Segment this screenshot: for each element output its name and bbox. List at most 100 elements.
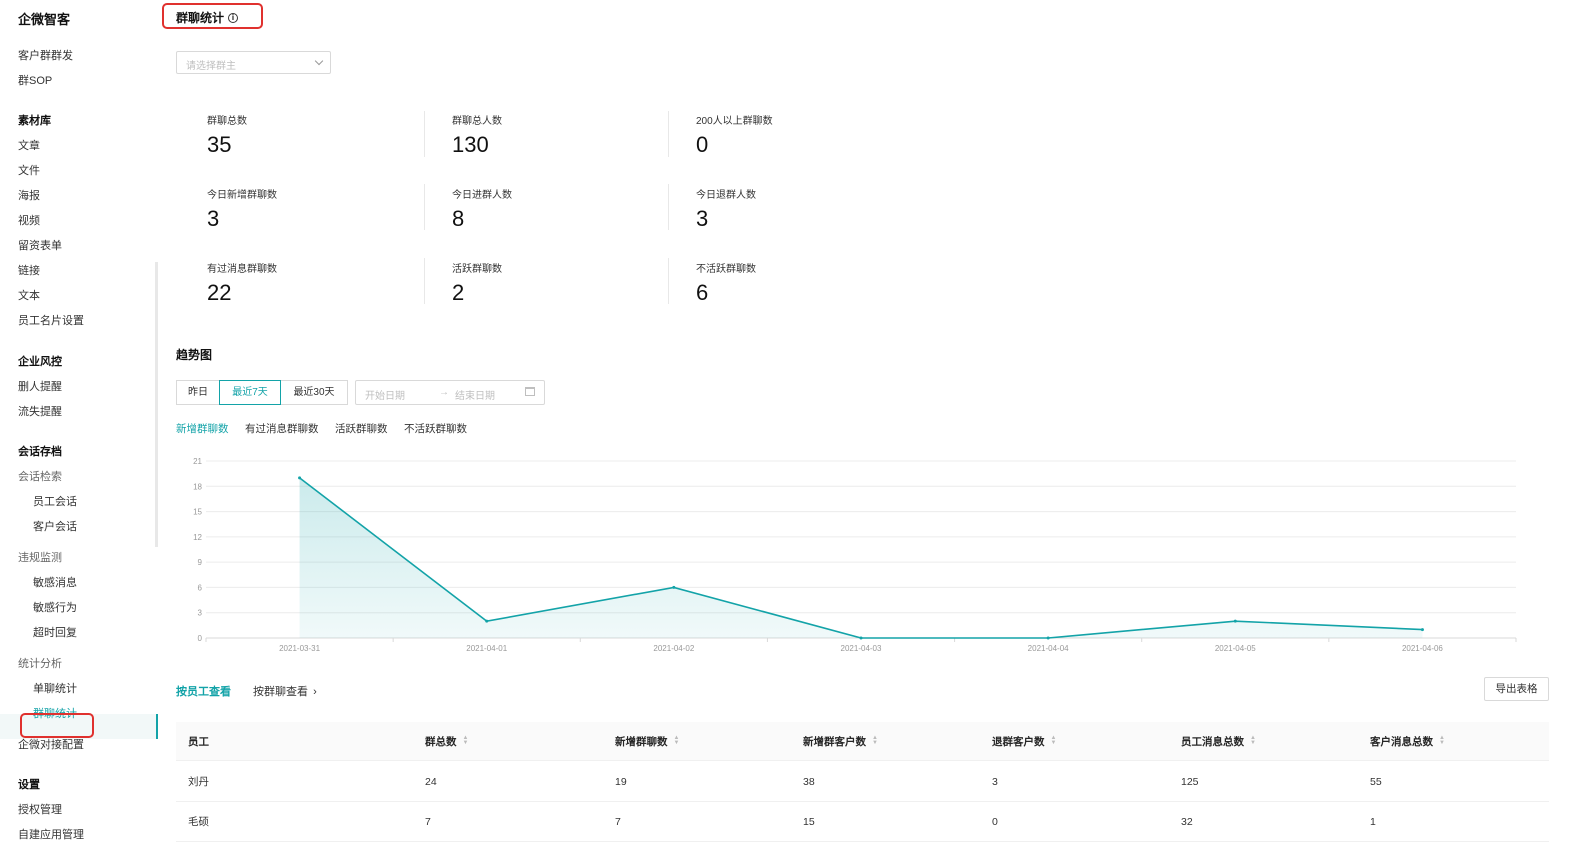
sidebar-scrollbar[interactable] <box>155 262 158 547</box>
column-header[interactable]: 新增群客户数 ▲ ▼ <box>803 722 878 760</box>
stat-card: 不活跃群聊数 6 <box>696 260 756 306</box>
y-tick-label: 0 <box>198 634 203 643</box>
table-cell: 38 <box>803 775 815 788</box>
column-header-label: 员工消息总数 <box>1181 735 1244 748</box>
annotation-box <box>162 3 263 29</box>
metric-tab-new-groups[interactable]: 新增群聊数 <box>176 423 229 435</box>
sidebar-group-label: 设置 <box>18 779 40 791</box>
stat-label: 群聊总人数 <box>452 116 502 127</box>
sidebar-item[interactable]: 授权管理 <box>18 804 62 816</box>
table-cell: 19 <box>615 775 627 788</box>
sidebar-item[interactable]: 会话检索 <box>18 471 62 483</box>
sidebar-item[interactable]: 文本 <box>18 290 40 302</box>
stat-card: 今日进群人数 8 <box>452 186 512 232</box>
sidebar-item[interactable]: 员工名片设置 <box>18 315 84 327</box>
sidebar-item[interactable]: 统计分析 <box>18 658 62 670</box>
range-30days-button[interactable]: 最近30天 <box>280 380 348 405</box>
column-header[interactable]: 员工消息总数 ▲ ▼ <box>1181 722 1256 760</box>
sort-icon[interactable]: ▲ ▼ <box>1050 735 1057 746</box>
divider <box>668 184 669 230</box>
sidebar-item[interactable]: 敏感行为 <box>33 602 77 614</box>
owner-select[interactable]: 请选择群主 <box>176 51 331 74</box>
table-cell: 3 <box>992 775 998 788</box>
stat-card: 有过消息群聊数 22 <box>207 260 277 306</box>
sidebar-item[interactable]: 链接 <box>18 265 40 277</box>
range-yesterday-button[interactable]: 昨日 <box>176 380 220 405</box>
metric-tab-inactive-groups[interactable]: 不活跃群聊数 <box>404 423 467 435</box>
info-icon[interactable]: i <box>228 12 239 23</box>
table-row[interactable]: 刘丹 24 19 38 3 125 55 <box>176 762 1549 802</box>
column-header[interactable]: 新增群聊数 ▲ ▼ <box>615 722 679 760</box>
sort-icon[interactable]: ▲ ▼ <box>872 735 878 746</box>
stat-value: 2 <box>452 280 465 305</box>
sidebar-item[interactable]: 客户群群发 <box>18 50 73 62</box>
table-cell: 刘丹 <box>188 776 209 788</box>
sort-icon[interactable]: ▲ ▼ <box>673 735 680 746</box>
data-point <box>298 476 302 480</box>
sidebar-item[interactable]: 企微对接配置 <box>18 739 84 751</box>
column-header[interactable]: 群总数 ▲ ▼ <box>425 722 468 760</box>
sidebar-item[interactable]: 文章 <box>18 140 40 152</box>
column-header-label: 新增群聊数 <box>615 735 668 748</box>
active-item-indicator <box>156 714 158 739</box>
data-point <box>1233 619 1237 623</box>
stat-label: 群聊总数 <box>207 116 247 127</box>
stat-value: 8 <box>452 206 465 231</box>
view-by-group-tab[interactable]: 按群聊查看 › <box>253 683 317 699</box>
sidebar-item[interactable]: 删人提醒 <box>18 381 62 393</box>
sidebar-item[interactable]: 群SOP <box>18 75 53 87</box>
sidebar-item[interactable]: 单聊统计 <box>33 683 77 695</box>
sort-icon[interactable]: ▲ ▼ <box>462 735 469 746</box>
sidebar-item[interactable]: 视频 <box>18 215 40 227</box>
stat-card: 活跃群聊数 2 <box>452 260 502 306</box>
sidebar-item[interactable]: 留资表单 <box>18 240 62 252</box>
sidebar-item[interactable]: 流失提醒 <box>18 406 62 418</box>
stat-label: 今日退群人数 <box>696 190 756 201</box>
owner-select-placeholder: 请选择群主 <box>186 61 236 72</box>
divider <box>424 258 425 304</box>
table-cell: 55 <box>1370 775 1382 788</box>
page-title-text: 群聊统计 <box>176 11 225 25</box>
sidebar-item[interactable]: 自建应用管理 <box>18 829 84 841</box>
sort-icon[interactable]: ▲ ▼ <box>1250 735 1256 746</box>
brand-title: 企微智客 <box>18 12 71 27</box>
sidebar-item[interactable]: 敏感消息 <box>33 577 77 589</box>
data-point <box>1420 628 1424 632</box>
chevron-right-icon: › <box>313 686 317 698</box>
table-row[interactable]: 毛硕 7 7 15 0 32 1 <box>176 802 1549 842</box>
table-cell: 7 <box>425 815 431 828</box>
stat-label: 今日新增群聊数 <box>207 190 277 201</box>
sidebar-item[interactable]: 超时回复 <box>33 627 77 639</box>
date-range-picker[interactable]: 开始日期 → 结束日期 <box>355 380 545 405</box>
view-by-group-label: 按群聊查看 <box>253 686 308 698</box>
x-tick-label: 2021-04-05 <box>1215 644 1256 653</box>
stat-value: 35 <box>207 132 232 157</box>
range-7days-button[interactable]: 最近7天 <box>219 380 281 405</box>
view-by-employee-tab[interactable]: 按员工查看 <box>176 686 231 698</box>
column-header-label: 退群客户数 <box>992 735 1045 748</box>
sidebar-item[interactable]: 客户会话 <box>33 521 77 533</box>
sidebar-item[interactable]: 海报 <box>18 190 40 202</box>
table-cell: 0 <box>992 815 998 828</box>
table-cell: 1 <box>1370 815 1376 828</box>
arrow-right-icon: → <box>439 387 449 398</box>
stat-value: 3 <box>207 206 220 231</box>
export-button[interactable]: 导出表格 <box>1484 677 1549 701</box>
metric-tab-active-groups[interactable]: 活跃群聊数 <box>335 423 388 435</box>
metric-tab-message-groups[interactable]: 有过消息群聊数 <box>245 423 319 435</box>
sidebar-item[interactable]: 文件 <box>18 165 40 177</box>
start-date-input[interactable]: 开始日期 <box>365 391 405 402</box>
sidebar-item[interactable]: 员工会话 <box>33 496 77 508</box>
sidebar-item[interactable]: 违规监测 <box>18 552 62 564</box>
series-area <box>299 477 1423 638</box>
active-item-highlight <box>0 714 158 739</box>
end-date-input[interactable]: 结束日期 <box>455 391 495 402</box>
column-header[interactable]: 客户消息总数 ▲ ▼ <box>1370 722 1445 760</box>
sort-icon[interactable]: ▲ ▼ <box>1439 735 1445 746</box>
x-tick-label: 2021-04-03 <box>841 644 882 653</box>
column-header[interactable]: 退群客户数 ▲ ▼ <box>992 722 1056 760</box>
sidebar-group-label: 素材库 <box>18 115 51 127</box>
y-tick-label: 18 <box>193 482 202 491</box>
sidebar-group-label: 会话存档 <box>18 446 62 458</box>
data-point <box>672 585 676 589</box>
